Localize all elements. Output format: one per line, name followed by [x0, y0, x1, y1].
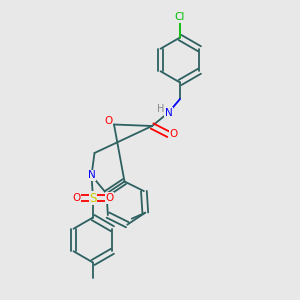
Text: O: O [104, 116, 113, 127]
Text: H: H [157, 104, 164, 115]
Text: N: N [88, 170, 95, 181]
Text: S: S [89, 191, 97, 205]
Text: O: O [106, 193, 114, 203]
Text: O: O [170, 129, 178, 140]
Text: Cl: Cl [175, 12, 185, 22]
Text: N: N [165, 107, 172, 118]
Text: O: O [72, 193, 80, 203]
